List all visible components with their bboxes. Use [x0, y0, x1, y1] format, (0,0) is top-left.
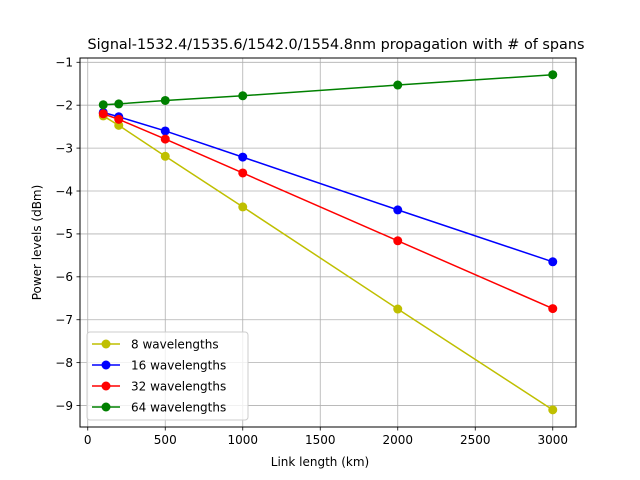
legend-item: 64 wavelengths [92, 400, 226, 414]
x-tick-label: 1500 [305, 433, 336, 447]
legend-item: 32 wavelengths [92, 379, 226, 393]
data-point [160, 126, 170, 136]
data-point [114, 99, 124, 109]
x-tick-label: 2500 [460, 433, 491, 447]
data-point [238, 91, 248, 101]
x-tick-label: 0 [84, 433, 92, 447]
ticks: 0 500 1000 1500 2000 2500 3000 −9 −8 −7 −6 −5 −4 −3 −2… [55, 56, 568, 447]
y-tick-label: −3 [55, 141, 73, 155]
data-point [393, 236, 403, 246]
data-point [98, 109, 108, 119]
legend-label: 32 wavelengths [131, 379, 226, 393]
series-layer [98, 70, 558, 415]
x-tick-label: 500 [154, 433, 177, 447]
y-axis-label: Power levels (dBm) [30, 185, 44, 301]
data-point [238, 168, 248, 178]
y-tick-label: −4 [55, 184, 73, 198]
x-axis-label: Link length (km) [271, 455, 369, 469]
y-tick-label: −9 [55, 399, 73, 413]
data-point [238, 202, 248, 212]
data-point [548, 405, 558, 415]
legend-box [86, 331, 249, 421]
legend: 8 wavelengths 16 wavelengths 32 wavelength… [86, 331, 249, 421]
series-2 [98, 109, 558, 314]
data-point [98, 100, 108, 110]
plot-frame [79, 57, 577, 428]
y-tick-label: −2 [55, 98, 73, 112]
data-point [548, 257, 558, 267]
legend-label: 16 wavelengths [131, 358, 226, 372]
data-point [160, 151, 170, 161]
data-point [393, 205, 403, 215]
y-tick-label: −8 [55, 356, 73, 370]
legend-swatch-marker [101, 381, 111, 391]
data-point [160, 95, 170, 105]
series-3 [98, 70, 558, 110]
y-tick-label: −6 [55, 270, 73, 284]
legend-label: 8 wavelengths [131, 337, 219, 351]
data-point [548, 304, 558, 314]
data-point [114, 114, 124, 124]
x-tick-label: 1000 [227, 433, 258, 447]
legend-swatch-marker [101, 339, 111, 349]
y-tick-label: −5 [55, 227, 73, 241]
data-point [548, 70, 558, 80]
legend-swatch-marker [101, 402, 111, 412]
data-point [393, 304, 403, 314]
y-tick-label: −7 [55, 313, 73, 327]
data-point [238, 152, 248, 162]
y-tick-label: −1 [55, 56, 73, 70]
x-tick-label: 3000 [537, 433, 568, 447]
legend-label: 64 wavelengths [131, 400, 226, 414]
data-point [160, 134, 170, 144]
legend-swatch-marker [101, 360, 111, 370]
data-point [393, 80, 403, 90]
chart-title: Signal-1532.4/1535.6/1542.0/1554.8nm pro… [88, 37, 585, 53]
legend-item: 16 wavelengths [92, 358, 226, 372]
x-tick-label: 2000 [382, 433, 413, 447]
legend-item: 8 wavelengths [92, 337, 219, 351]
